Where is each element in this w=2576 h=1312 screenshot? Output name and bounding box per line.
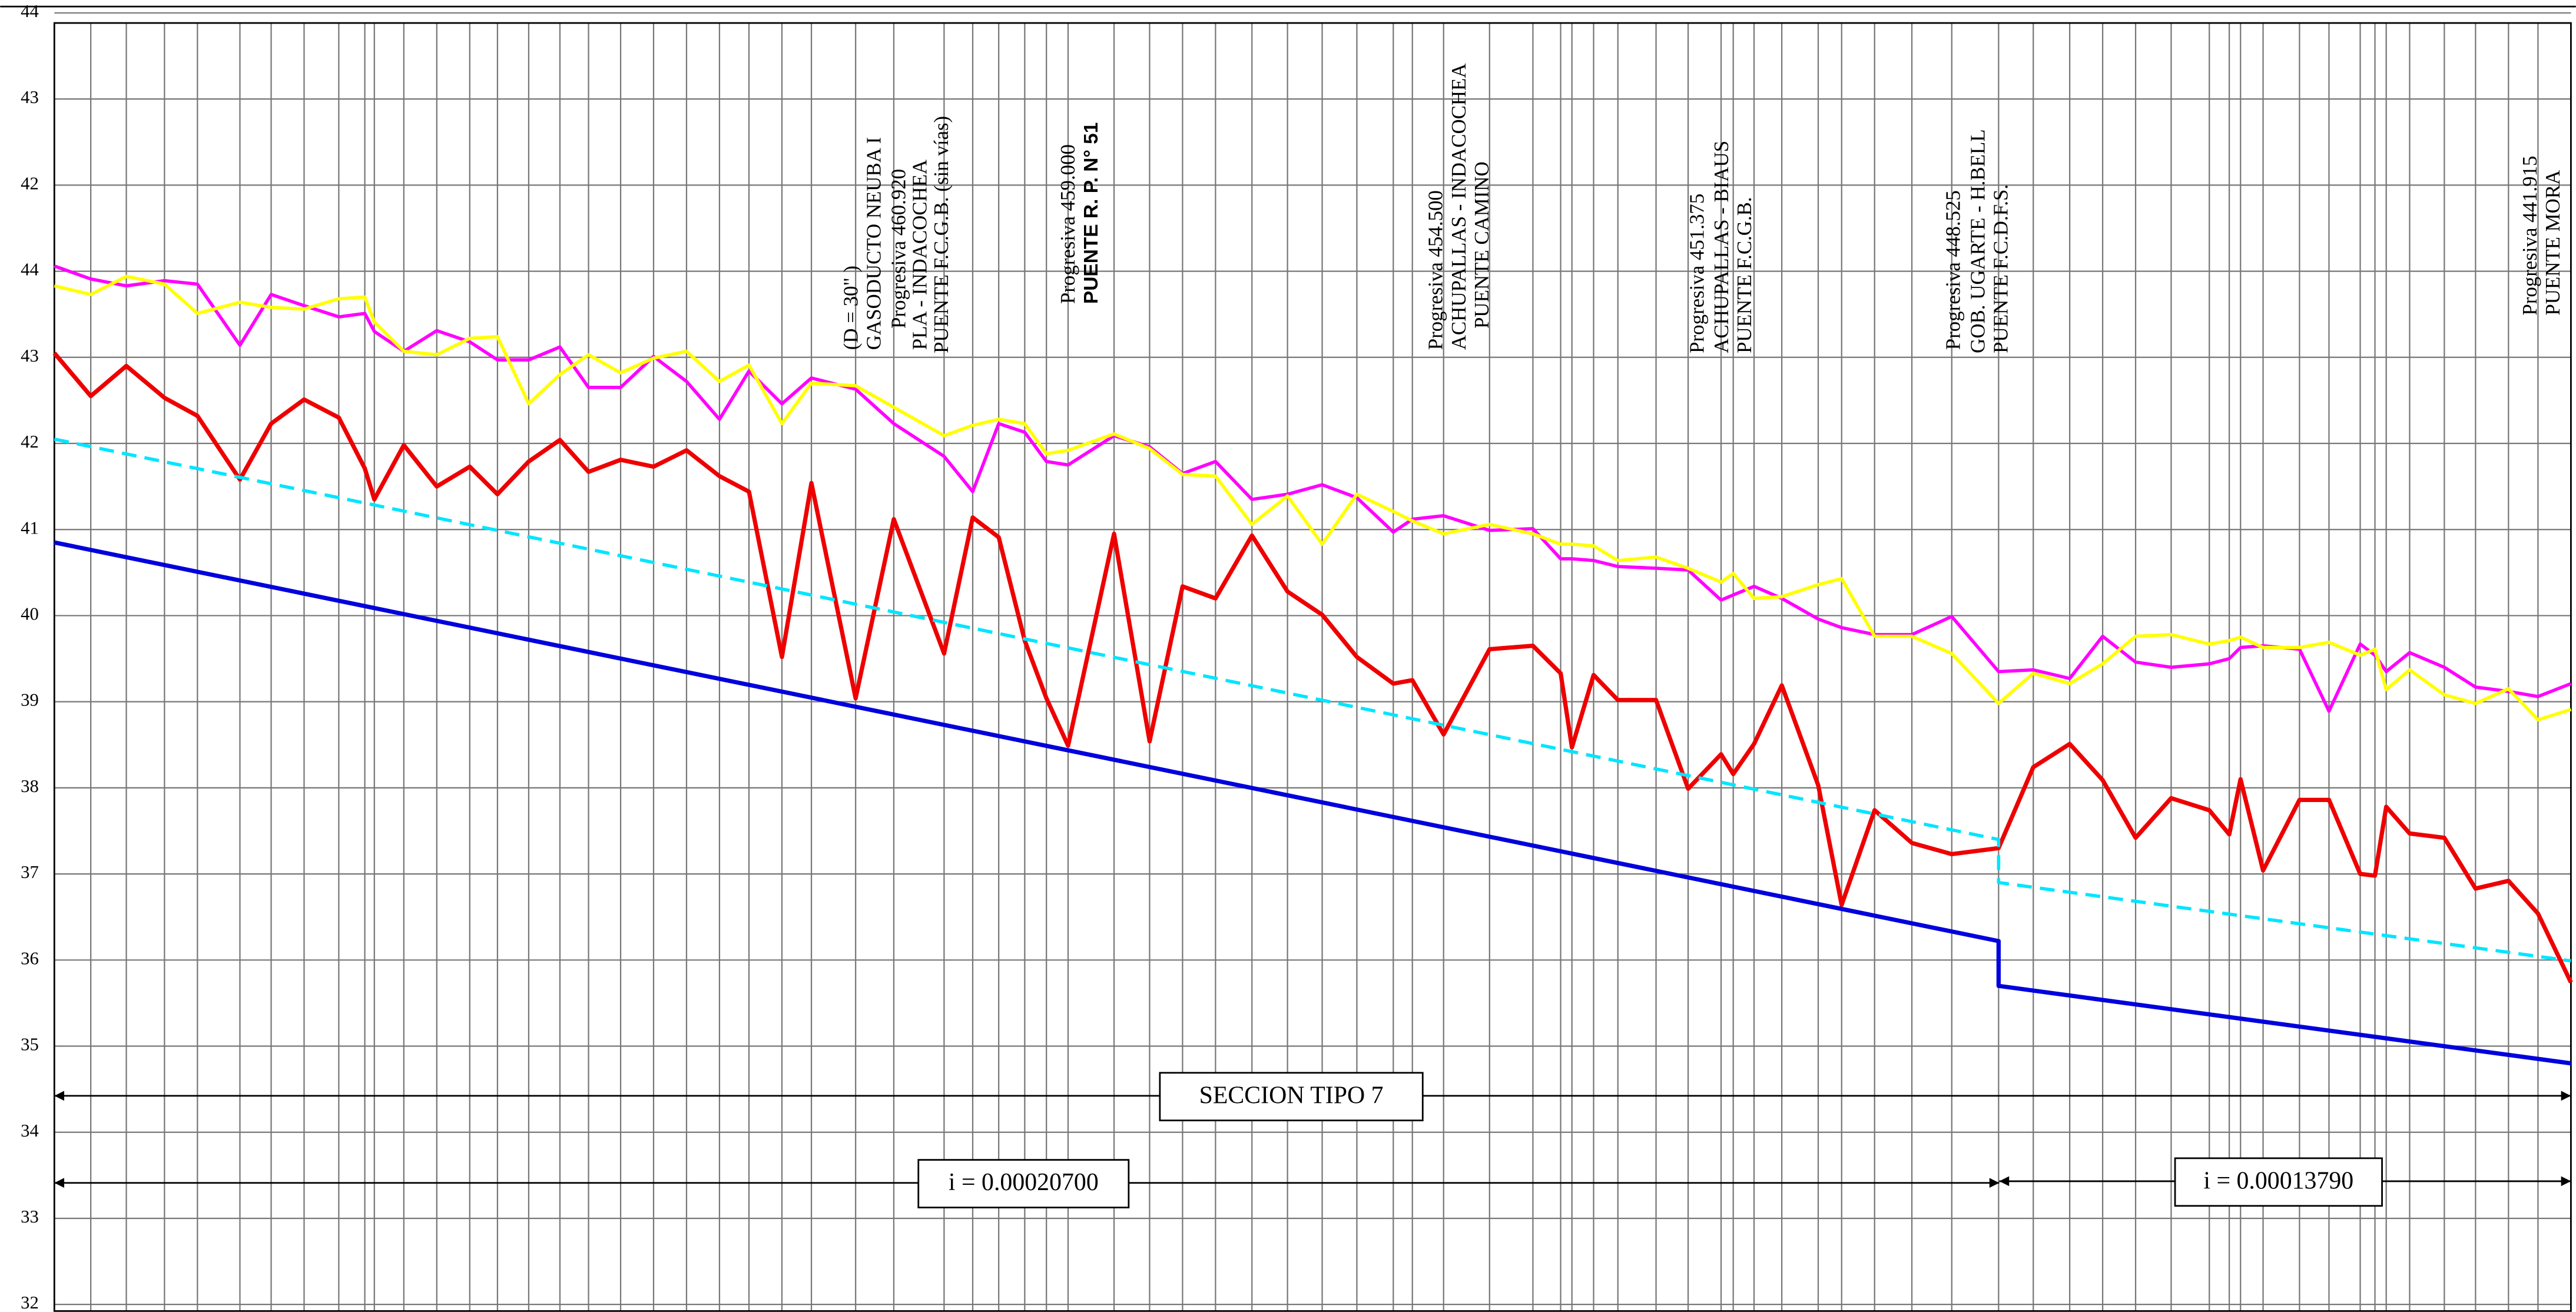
y-tick-label: 36: [21, 948, 39, 968]
annotation-text: Progresiva 454.500: [1424, 190, 1447, 350]
y-tick-label: 35: [21, 1035, 39, 1055]
section-label: SECCION TIPO 7: [1199, 1082, 1384, 1109]
annotation-459: Progresiva 459.000 PUENTE R. P. N° 51: [1056, 122, 1102, 304]
annotation-text: PUENTE F.C.G.B.: [1733, 197, 1756, 353]
annotation-460: Progresiva 460.920 PLA - INDACOCHEA PUEN…: [887, 116, 953, 353]
slope-label: i = 0.00020700: [949, 1169, 1099, 1196]
y-tick-label: 41: [21, 518, 39, 538]
annotation-text: Progresiva 441.915: [2518, 156, 2541, 316]
y-tick-label: 42: [21, 432, 39, 452]
annotation-text: Progresiva 460.920: [887, 169, 910, 329]
annotation-448: Progresiva 448.525 GOB. UGARTE - H.BELL …: [1942, 129, 2013, 353]
annotation-text: PUENTE R. P. N° 51: [1080, 122, 1102, 304]
slope-1: i = 0.00020700: [54, 1159, 2000, 1208]
annotation-text: (D = 30" ): [840, 266, 863, 350]
annotation-441: Progresiva 441.915 PUENTE MORA: [2518, 156, 2564, 316]
annotation-text: PUENTE F.C.D.F.S.: [1989, 184, 2012, 353]
label-box: [917, 1159, 1130, 1208]
y-tick-label: 39: [21, 690, 39, 710]
annotation-text: PUENTE F.C.G.B. (sin vías): [930, 116, 953, 353]
y-tick-label: 43: [21, 87, 39, 107]
annotation-gasoducto: (D = 30" ) GASODUCTO NEUBA I: [840, 137, 886, 350]
annotation-text: Progresiva 459.000: [1056, 144, 1079, 304]
y-tick-label: 44: [21, 260, 39, 280]
series-line: [52, 352, 2573, 983]
annotation-451: Progresiva 451.375 ACHUPALLAS - BIAUS PU…: [1685, 141, 1756, 353]
annotation-text: PUENTE CAMINO: [1470, 161, 1493, 329]
annotation-text: Progresiva 448.525: [1942, 190, 1965, 350]
label-box: [1159, 1072, 1424, 1122]
y-tick-label: 33: [21, 1207, 39, 1227]
y-tick-label: 32: [21, 1293, 39, 1312]
annotation-text: Progresiva 451.375: [1685, 194, 1708, 353]
y-tick-label: 43: [21, 346, 39, 366]
series-line: [54, 264, 2572, 713]
y-tick-label: 44: [21, 1, 39, 21]
annotation-text: GASODUCTO NEUBA I: [863, 137, 886, 350]
slope-2: i = 0.00013790: [1999, 1157, 2571, 1207]
series-group: [52, 264, 2573, 1066]
series-line: [54, 437, 2571, 963]
series-line: [54, 540, 2571, 1066]
section-type: SECCION TIPO 7: [54, 1072, 2571, 1122]
annotation-text: ACHUPALLAS - INDACOCHEA: [1447, 63, 1470, 350]
annotation-text: GOB. UGARTE - H.BELL: [1966, 129, 1989, 353]
annotation-text: PUENTE MORA: [2541, 170, 2564, 316]
annotation-text: ACHUPALLAS - BIAUS: [1710, 141, 1733, 353]
y-tick-label: 40: [21, 604, 39, 624]
annotation-454: Progresiva 454.500 ACHUPALLAS - INDACOCH…: [1424, 63, 1493, 350]
y-tick-label: 34: [21, 1121, 39, 1141]
annotation-text: PLA - INDACOCHEA: [909, 160, 931, 350]
plot-frame: [53, 22, 2572, 1312]
label-box: [2174, 1157, 2383, 1207]
y-tick-label: 38: [21, 776, 39, 796]
y-tick-label: 37: [21, 862, 39, 882]
y-tick-label: 42: [21, 173, 39, 193]
slope-label: i = 0.00013790: [2203, 1167, 2353, 1194]
series-line: [54, 274, 2572, 722]
